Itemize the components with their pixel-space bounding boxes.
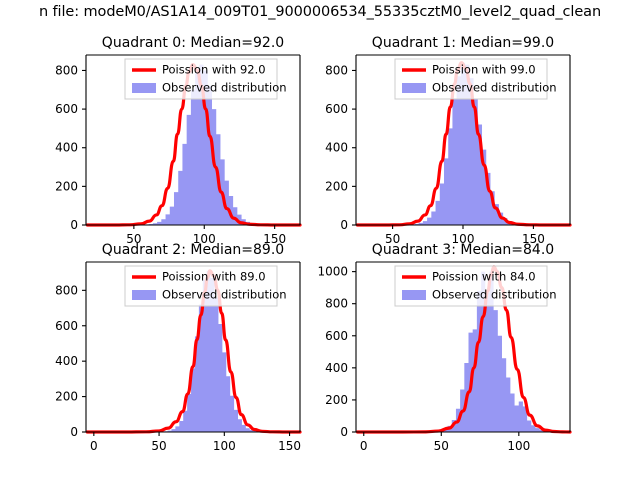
y-tick-label: 800	[55, 283, 78, 297]
y-tick-label: 200	[55, 390, 78, 404]
x-tick-label: 100	[452, 232, 475, 246]
legend-label: Observed distribution	[162, 81, 287, 95]
figure-suptitle: n file: modeM0/AS1A14_009T01_9000006534_…	[38, 4, 602, 20]
legend-label: Observed distribution	[432, 288, 557, 302]
y-tick-label: 200	[55, 179, 78, 193]
x-tick-label: 0	[90, 439, 98, 453]
legend-label: Poission with 92.0	[162, 63, 266, 77]
legend: Poission with 84.0 Observed distribution	[394, 265, 557, 307]
legend-label: Observed distribution	[432, 81, 557, 95]
x-tick-label: 100	[213, 439, 236, 453]
x-tick-label: 150	[522, 232, 545, 246]
observed-histogram	[85, 270, 297, 432]
subplot-quadrant-0: Quadrant 0: Median=92.0 50 100 150 0 200 400 60…	[34, 33, 318, 251]
observed-histogram	[85, 64, 297, 225]
y-tick-label: 600	[55, 102, 78, 116]
y-tick-label: 800	[325, 297, 348, 311]
x-tick-label: 0	[360, 439, 368, 453]
observed-histogram	[355, 62, 567, 226]
legend-label: Poission with 99.0	[432, 63, 536, 77]
legend-label: Poission with 84.0	[432, 270, 536, 284]
legend: Poission with 99.0 Observed distribution	[394, 58, 557, 100]
legend-label: Observed distribution	[162, 288, 287, 302]
x-tick-label: 100	[507, 439, 530, 453]
x-tick-label: 100	[193, 232, 216, 246]
y-tick-label: 1000	[317, 265, 348, 279]
x-tick-label: 150	[263, 232, 286, 246]
y-tick-label: 0	[70, 425, 78, 439]
y-tick-label: 400	[55, 141, 78, 155]
subplot-quadrant-2: Quadrant 2: Median=89.0 0 50 100 150 0 200 400 6…	[34, 240, 318, 458]
subplot-title: Quadrant 2: Median=89.0	[102, 242, 284, 258]
y-tick-label: 800	[55, 63, 78, 77]
x-tick-label: 50	[385, 232, 400, 246]
y-tick-label: 0	[70, 218, 78, 232]
subplot-title: Quadrant 3: Median=84.0	[372, 242, 554, 258]
subplot-title: Quadrant 0: Median=92.0	[102, 35, 284, 51]
y-tick-label: 400	[55, 354, 78, 368]
x-tick-label: 50	[434, 439, 449, 453]
y-tick-label: 200	[325, 393, 348, 407]
legend: Poission with 92.0 Observed distribution	[124, 58, 287, 100]
x-tick-label: 50	[151, 439, 166, 453]
y-tick-label: 800	[325, 63, 348, 77]
subplot-quadrant-3: Quadrant 3: Median=84.0 0 50 100 0 200 400 600 8…	[304, 240, 588, 458]
y-tick-label: 400	[325, 141, 348, 155]
y-tick-label: 0	[340, 425, 348, 439]
y-tick-label: 400	[325, 361, 348, 375]
legend: Poission with 89.0 Observed distribution	[124, 265, 287, 307]
y-tick-label: 0	[340, 218, 348, 232]
x-tick-label: 150	[278, 439, 301, 453]
y-tick-label: 600	[325, 102, 348, 116]
y-tick-label: 600	[55, 319, 78, 333]
y-tick-label: 200	[325, 179, 348, 193]
subplot-title: Quadrant 1: Median=99.0	[372, 35, 554, 51]
subplot-quadrant-1: Quadrant 1: Median=99.0 50 100 150 0 200 400 60…	[304, 33, 588, 251]
x-tick-label: 50	[126, 232, 141, 246]
y-tick-label: 600	[325, 329, 348, 343]
legend-label: Poission with 89.0	[162, 270, 266, 284]
